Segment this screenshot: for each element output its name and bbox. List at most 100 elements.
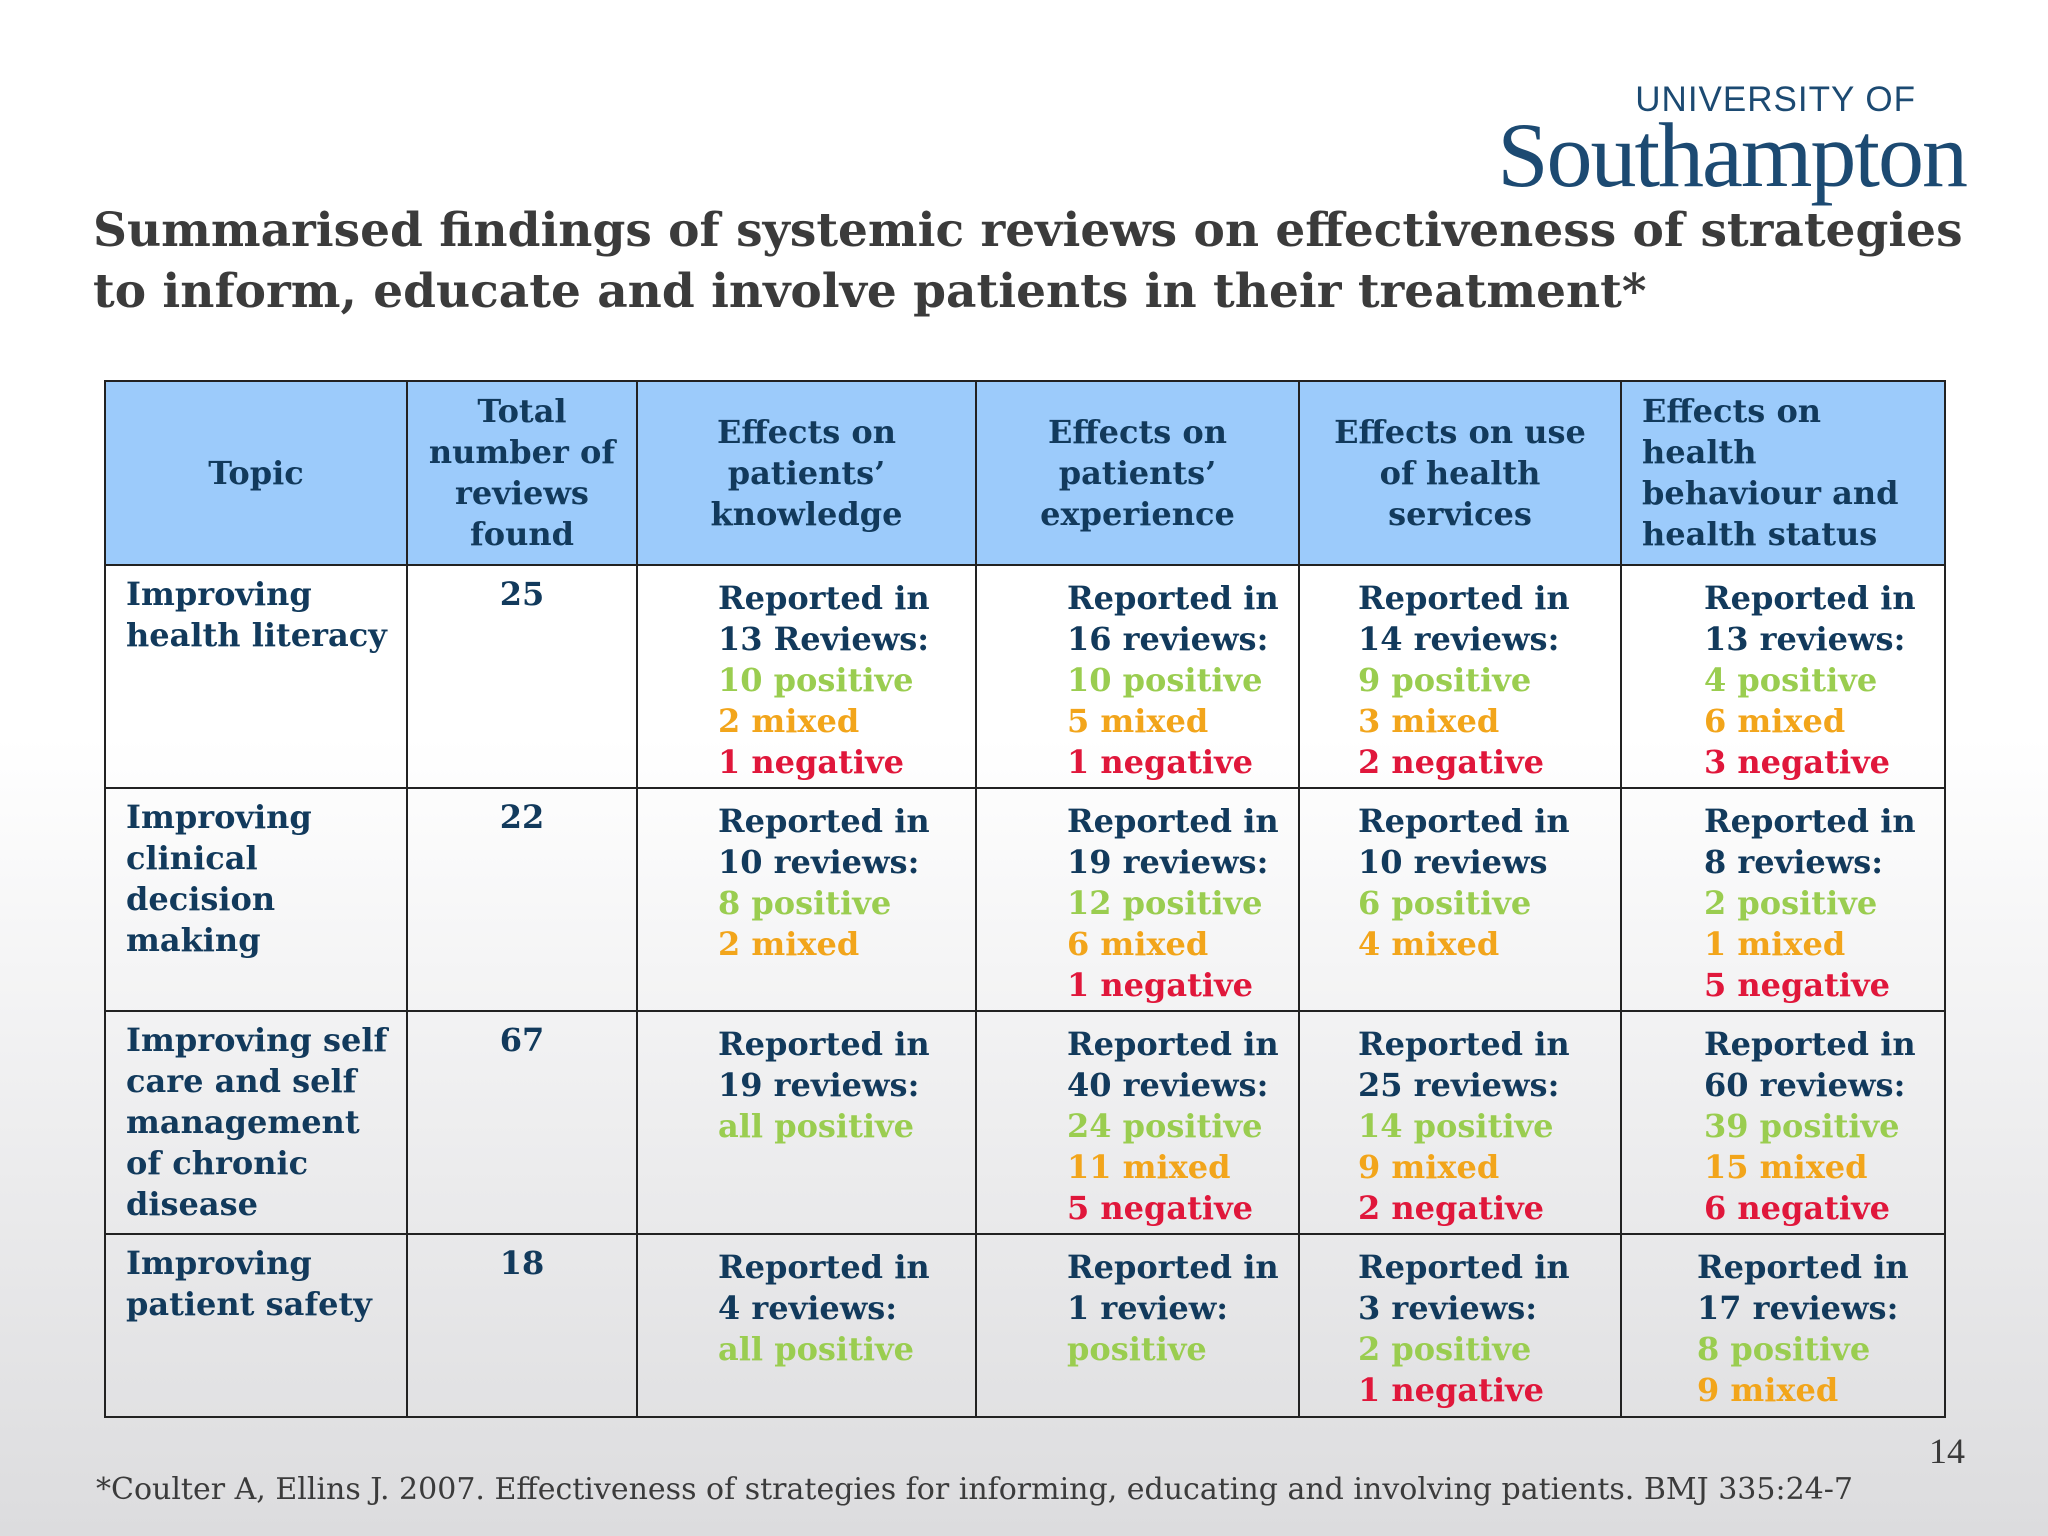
effect-cell-knowledge: Reported in 19 reviews: all positive — [636, 1010, 977, 1235]
effect-cell-health-behaviour: Reported in 60 reviews: 39 positive 15 mixe… — [1620, 1010, 1946, 1235]
reported-label: Reported in — [718, 1248, 930, 1286]
positive-result: positive — [1067, 1330, 1207, 1368]
review-count: 1 review: — [1067, 1289, 1229, 1327]
negative-result: 1 negative — [1067, 743, 1254, 781]
review-count: 13 reviews: — [1704, 620, 1906, 658]
positive-result: 9 positive — [1358, 661, 1532, 699]
effect-cell-knowledge: Reported in 10 reviews: 8 positive 2 mixed — [636, 787, 977, 1012]
mixed-result: 9 mixed — [1358, 1148, 1500, 1186]
topic-cell: Improving health literacy — [104, 564, 408, 789]
reported-label: Reported in — [1067, 579, 1279, 617]
table-header-row: Topic Total number of reviews found Effe… — [104, 380, 1946, 566]
reported-label: Reported in — [1358, 1248, 1570, 1286]
mixed-result: 5 mixed — [1067, 702, 1209, 740]
mixed-result: 4 mixed — [1358, 925, 1500, 963]
mixed-result: 15 mixed — [1704, 1148, 1868, 1186]
review-count: 8 reviews: — [1704, 843, 1884, 881]
positive-result: all positive — [718, 1330, 914, 1368]
table-row: Improving health literacy 25 Reported in 13… — [104, 564, 1946, 789]
review-count: 19 reviews: — [718, 1066, 920, 1104]
positive-result: 2 positive — [1358, 1330, 1532, 1368]
reported-label: Reported in — [1358, 1025, 1570, 1063]
review-count: 10 reviews — [1358, 843, 1548, 881]
effect-cell-health-behaviour: Reported in 8 reviews: 2 positive 1 mixed 5 … — [1620, 787, 1946, 1012]
positive-result: 6 positive — [1358, 884, 1532, 922]
review-count: 14 reviews: — [1358, 620, 1560, 658]
mixed-result: 11 mixed — [1067, 1148, 1231, 1186]
table-row: Improving self care and self management … — [104, 1010, 1946, 1235]
positive-result: 24 positive — [1067, 1107, 1263, 1145]
total-reviews-cell: 67 — [406, 1010, 638, 1235]
mixed-result: 1 mixed — [1704, 925, 1846, 963]
total-reviews-cell: 22 — [406, 787, 638, 1012]
review-count: 25 reviews: — [1358, 1066, 1560, 1104]
reported-label: Reported in — [1358, 802, 1570, 840]
positive-result: 10 positive — [1067, 661, 1263, 699]
reported-label: Reported in — [1358, 579, 1570, 617]
reported-label: Reported in — [718, 579, 930, 617]
effect-cell-health-behaviour: Reported in 17 reviews: 8 positive 9 mixed — [1620, 1233, 1946, 1418]
reported-label: Reported in — [1704, 579, 1916, 617]
negative-result: 2 negative — [1358, 743, 1545, 781]
mixed-result: 2 mixed — [718, 925, 860, 963]
effect-cell-experience: Reported in 40 reviews: 24 positive 11 mixe… — [975, 1010, 1300, 1235]
mixed-result: 6 mixed — [1704, 702, 1846, 740]
review-count: 17 reviews: — [1697, 1289, 1899, 1327]
total-reviews-cell: 25 — [406, 564, 638, 789]
positive-result: 8 positive — [718, 884, 892, 922]
header-topic: Topic — [104, 380, 408, 566]
review-count: 40 reviews: — [1067, 1066, 1269, 1104]
effect-cell-experience: Reported in 16 reviews: 10 positive 5 mixed… — [975, 564, 1300, 789]
mixed-result: 6 mixed — [1067, 925, 1209, 963]
review-count: 10 reviews: — [718, 843, 920, 881]
negative-result: 6 negative — [1704, 1189, 1891, 1227]
effect-cell-knowledge: Reported in 4 reviews: all positive — [636, 1233, 977, 1418]
review-count: 13 Reviews: — [718, 620, 930, 658]
reported-label: Reported in — [1704, 1025, 1916, 1063]
footnote-citation: *Coulter A, Ellins J. 2007. Effectivenes… — [96, 1472, 1853, 1507]
positive-result: 4 positive — [1704, 661, 1878, 699]
positive-result: all positive — [718, 1107, 914, 1145]
findings-table: Topic Total number of reviews found Effe… — [104, 380, 1946, 1418]
table-row: Improving clinical decision making 22 Repo… — [104, 787, 1946, 1012]
reported-label: Reported in — [1067, 1025, 1279, 1063]
mixed-result: 2 mixed — [718, 702, 860, 740]
mixed-result: 3 mixed — [1358, 702, 1500, 740]
effect-cell-health-behaviour: Reported in 13 reviews: 4 positive 6 mixed 3… — [1620, 564, 1946, 789]
effect-cell-experience: Reported in 1 review: positive — [975, 1233, 1300, 1418]
positive-result: 39 positive — [1704, 1107, 1900, 1145]
reported-label: Reported in — [1697, 1248, 1909, 1286]
negative-result: 1 negative — [718, 743, 905, 781]
positive-result: 10 positive — [718, 661, 914, 699]
header-health-services: Effects on use of health services — [1298, 380, 1622, 566]
reported-label: Reported in — [718, 802, 930, 840]
effect-cell-health-services: Reported in 25 reviews: 14 positive 9 mixed… — [1298, 1010, 1622, 1235]
review-count: 60 reviews: — [1704, 1066, 1906, 1104]
negative-result: 3 negative — [1704, 743, 1891, 781]
total-reviews-cell: 18 — [406, 1233, 638, 1418]
header-total: Total number of reviews found — [406, 380, 638, 566]
header-health-behaviour: Effects on health behaviour and health s… — [1620, 380, 1946, 566]
topic-cell: Improving clinical decision making — [104, 787, 408, 1012]
logo-top-text: UNIVERSITY OF — [1635, 80, 1916, 119]
negative-result: 5 negative — [1704, 966, 1891, 1004]
review-count: 3 reviews: — [1358, 1289, 1538, 1327]
negative-result: 2 negative — [1358, 1189, 1545, 1227]
topic-cell: Improving patient safety — [104, 1233, 408, 1418]
reported-label: Reported in — [1067, 802, 1279, 840]
effect-cell-health-services: Reported in 10 reviews 6 positive 4 mixed — [1298, 787, 1622, 1012]
positive-result: 14 positive — [1358, 1107, 1554, 1145]
review-count: 4 reviews: — [718, 1289, 898, 1327]
reported-label: Reported in — [718, 1025, 930, 1063]
slide-title: Summarised findings of systemic reviews … — [93, 203, 1963, 319]
header-knowledge: Effects on patients’ knowledge — [636, 380, 977, 566]
effect-cell-health-services: Reported in 3 reviews: 2 positive 1 negativ… — [1298, 1233, 1622, 1418]
review-count: 16 reviews: — [1067, 620, 1269, 658]
table-row: Improving patient safety 18 Reported in 4 r… — [104, 1233, 1946, 1418]
positive-result: 2 positive — [1704, 884, 1878, 922]
positive-result: 8 positive — [1697, 1330, 1871, 1368]
negative-result: 5 negative — [1067, 1189, 1254, 1227]
reported-label: Reported in — [1067, 1248, 1279, 1286]
review-count: 19 reviews: — [1067, 843, 1269, 881]
negative-result: 1 negative — [1067, 966, 1254, 1004]
